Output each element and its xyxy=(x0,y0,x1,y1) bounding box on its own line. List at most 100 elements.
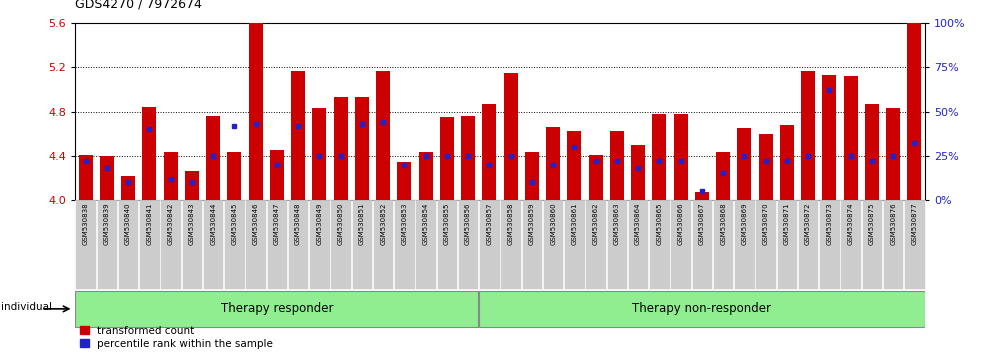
Text: GSM530875: GSM530875 xyxy=(869,202,875,245)
Bar xyxy=(249,14,263,200)
Bar xyxy=(737,128,751,200)
Text: GSM530864: GSM530864 xyxy=(635,202,641,245)
Bar xyxy=(649,200,670,289)
Bar xyxy=(224,200,245,289)
Text: individual: individual xyxy=(1,302,52,312)
Text: GSM530851: GSM530851 xyxy=(359,202,365,245)
Bar xyxy=(100,156,114,200)
Bar xyxy=(312,108,326,200)
Bar xyxy=(75,200,96,289)
Bar xyxy=(628,200,648,289)
Bar xyxy=(185,171,199,200)
Bar xyxy=(500,200,521,289)
Text: GSM530861: GSM530861 xyxy=(571,202,577,245)
Text: GSM530842: GSM530842 xyxy=(168,202,174,245)
Bar xyxy=(692,200,712,289)
Text: GSM530862: GSM530862 xyxy=(593,202,599,245)
Text: GSM530839: GSM530839 xyxy=(104,202,110,245)
Bar xyxy=(75,291,478,327)
Bar xyxy=(479,291,925,327)
Bar xyxy=(142,107,156,200)
Bar xyxy=(160,200,181,289)
Bar xyxy=(118,200,138,289)
Bar xyxy=(585,200,606,289)
Bar xyxy=(394,200,415,289)
Text: GSM530852: GSM530852 xyxy=(380,202,386,245)
Bar xyxy=(482,104,496,200)
Text: GSM530869: GSM530869 xyxy=(741,202,747,245)
Bar xyxy=(164,153,178,200)
Bar xyxy=(904,200,925,289)
Bar xyxy=(755,200,776,289)
Bar xyxy=(759,134,773,200)
Text: GSM530877: GSM530877 xyxy=(911,202,917,245)
Text: GSM530844: GSM530844 xyxy=(210,202,216,245)
Text: GSM530838: GSM530838 xyxy=(83,202,89,245)
Bar xyxy=(713,200,733,289)
Bar xyxy=(245,200,266,289)
Bar xyxy=(440,117,454,200)
Text: GSM530865: GSM530865 xyxy=(656,202,662,245)
Bar xyxy=(291,70,305,200)
Bar xyxy=(734,200,755,289)
Text: GSM530860: GSM530860 xyxy=(550,202,556,245)
Bar xyxy=(670,200,691,289)
Bar xyxy=(865,104,879,200)
Text: GDS4270 / 7972674: GDS4270 / 7972674 xyxy=(75,0,202,11)
Bar xyxy=(288,200,308,289)
Bar xyxy=(907,23,921,200)
Bar xyxy=(543,200,563,289)
Bar xyxy=(883,200,903,289)
Bar xyxy=(607,200,627,289)
Text: GSM530855: GSM530855 xyxy=(444,202,450,245)
Text: GSM530866: GSM530866 xyxy=(678,202,684,245)
Bar xyxy=(121,176,135,200)
Bar xyxy=(355,97,369,200)
Text: GSM530872: GSM530872 xyxy=(805,202,811,245)
Text: GSM530847: GSM530847 xyxy=(274,202,280,245)
Bar xyxy=(182,200,202,289)
Bar xyxy=(415,200,436,289)
Bar xyxy=(334,97,348,200)
Bar xyxy=(227,153,241,200)
Bar xyxy=(610,131,624,200)
Bar xyxy=(97,200,117,289)
Bar xyxy=(479,200,500,289)
Bar xyxy=(79,155,93,200)
Bar xyxy=(397,162,411,200)
Text: GSM530858: GSM530858 xyxy=(508,202,514,245)
Bar xyxy=(886,108,900,200)
Bar xyxy=(801,70,815,200)
Bar xyxy=(777,200,797,289)
Bar xyxy=(819,200,840,289)
Text: GSM530871: GSM530871 xyxy=(784,202,790,245)
Text: GSM530874: GSM530874 xyxy=(848,202,854,245)
Bar xyxy=(822,75,836,200)
Bar xyxy=(631,145,645,200)
Text: GSM530859: GSM530859 xyxy=(529,202,535,245)
Text: GSM530863: GSM530863 xyxy=(614,202,620,245)
Bar xyxy=(567,131,581,200)
Text: GSM530845: GSM530845 xyxy=(231,202,237,245)
Text: GSM530843: GSM530843 xyxy=(189,202,195,245)
Bar xyxy=(652,114,666,200)
Text: GSM530848: GSM530848 xyxy=(295,202,301,245)
Bar xyxy=(840,200,861,289)
Bar xyxy=(352,200,372,289)
Text: GSM530841: GSM530841 xyxy=(146,202,152,245)
Bar xyxy=(309,200,330,289)
Bar xyxy=(461,116,475,200)
Bar xyxy=(373,200,393,289)
Bar xyxy=(330,200,351,289)
Text: GSM530846: GSM530846 xyxy=(253,202,259,245)
Bar xyxy=(716,153,730,200)
Text: GSM530850: GSM530850 xyxy=(338,202,344,245)
Text: Therapy non-responder: Therapy non-responder xyxy=(632,302,771,315)
Bar xyxy=(458,200,478,289)
Bar xyxy=(862,200,882,289)
Bar xyxy=(525,153,539,200)
Text: GSM530857: GSM530857 xyxy=(486,202,492,245)
Text: GSM530876: GSM530876 xyxy=(890,202,896,245)
Text: GSM530840: GSM530840 xyxy=(125,202,131,245)
Bar xyxy=(139,200,160,289)
